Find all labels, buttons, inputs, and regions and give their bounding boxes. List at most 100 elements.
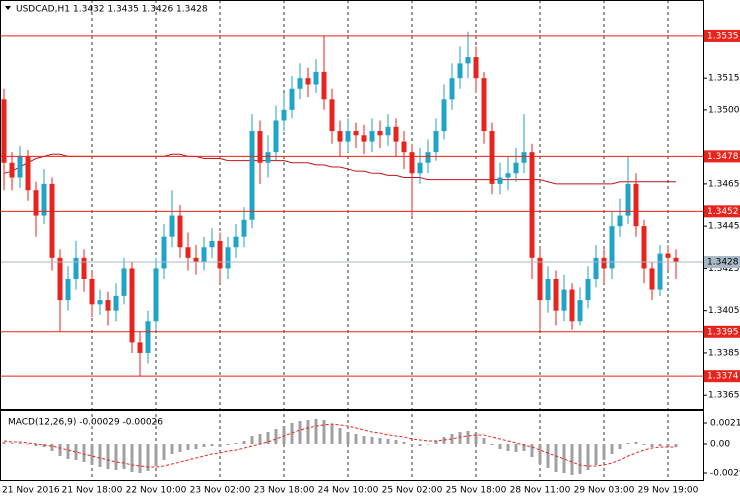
macd-bar [562, 444, 566, 473]
candle-body [425, 152, 431, 163]
candle-body [273, 120, 279, 153]
macd-bar [354, 434, 358, 444]
macd-bar [546, 444, 550, 468]
macd-bar [450, 434, 454, 444]
candle-body [633, 183, 639, 227]
candle-body [673, 257, 679, 263]
candle-body [161, 236, 167, 269]
y-tick-label: 1.3405 [708, 306, 740, 316]
candle-body [625, 183, 631, 216]
y-tick-label: 1.3465 [708, 179, 740, 189]
x-tick-label: 25 Nov 18:00 [446, 486, 507, 496]
macd-bar [674, 444, 678, 447]
macd-bar [66, 444, 70, 459]
y-tick-label: -0.0029 [710, 469, 740, 479]
candle-body [593, 257, 599, 279]
macd-frame [0, 410, 704, 481]
chart-title: USDCAD,H1 [16, 5, 70, 15]
macd-bar [154, 444, 158, 466]
candle-body [97, 300, 103, 305]
candle-body [537, 257, 543, 301]
candle-body [481, 78, 487, 132]
candle-body [577, 300, 583, 322]
candle-body [465, 57, 471, 64]
candle-body [545, 278, 551, 301]
candle-body [457, 63, 463, 79]
macd-bar [210, 444, 214, 446]
candle-body [641, 226, 647, 269]
macd-bar [602, 444, 606, 460]
candle-body [129, 268, 135, 343]
macd-bar [610, 444, 614, 454]
candle-body [17, 156, 23, 178]
candle-body [369, 131, 375, 142]
macd-bar [466, 431, 470, 444]
candle-body [105, 300, 111, 311]
x-tick-label: 25 Nov 02:00 [382, 486, 443, 496]
level-tag [704, 205, 740, 218]
level-label: 1.3428 [707, 258, 739, 268]
candle-body [473, 57, 479, 79]
y-tick-label: 1.3515 [708, 74, 740, 84]
candle-body [297, 78, 303, 89]
macd-bar [74, 444, 78, 460]
candle-body [249, 131, 255, 220]
macd-bar [482, 438, 486, 444]
candle-body [145, 321, 151, 353]
macd-bar [162, 444, 166, 460]
macd-bar [554, 444, 558, 472]
macd-bar [346, 432, 350, 444]
candle-body [33, 190, 39, 216]
main-frame [0, 0, 704, 410]
macd-bar [218, 444, 222, 447]
candle-body [521, 152, 527, 163]
macd-bar [98, 444, 102, 467]
x-tick-label: 29 Nov 19:00 [638, 486, 699, 496]
candle-body [1, 99, 7, 163]
macd-title: MACD(12,26,9) -0.00029 -0.00026 [8, 418, 163, 428]
candle-body [81, 257, 87, 279]
candle-body [41, 183, 47, 216]
candle-body [441, 99, 447, 132]
macd-bar [146, 444, 150, 471]
candle-body [569, 289, 575, 322]
x-tick-label: 28 Nov 11:00 [510, 486, 571, 496]
macd-bar [2, 442, 6, 444]
macd-bar [642, 444, 646, 445]
y-tick-label: 1.3500 [708, 105, 740, 115]
candle-body [225, 247, 231, 269]
candle-body [153, 268, 159, 322]
macd-bar [426, 444, 430, 445]
candle-body [193, 257, 199, 263]
macd-bar [618, 444, 622, 449]
macd-bar [362, 436, 366, 444]
macd-bar [570, 444, 574, 475]
macd-bar [106, 444, 110, 469]
macd-bar [298, 421, 302, 444]
macd-bar [594, 444, 598, 465]
level-tag [704, 370, 740, 383]
candle-body [433, 131, 439, 153]
candle-body [305, 78, 311, 85]
y-tick-label: 1.3425 [708, 264, 740, 274]
candle-body [417, 162, 423, 174]
macd-bar [522, 444, 526, 451]
macd-bar [386, 439, 390, 444]
candle-body [281, 109, 287, 121]
candle-body [377, 131, 383, 136]
candle-body [169, 215, 175, 237]
macd-bar [282, 426, 286, 444]
candle-body [233, 236, 239, 248]
candle-body [321, 71, 327, 100]
macd-bar [418, 444, 422, 446]
x-tick-label: 29 Nov 03:00 [574, 486, 635, 496]
macd-bar [186, 444, 190, 450]
plot-layer [0, 31, 703, 475]
macd-bar [514, 444, 518, 452]
candle-body [113, 295, 119, 311]
macd-bar [202, 444, 206, 447]
candle-body [201, 247, 207, 263]
